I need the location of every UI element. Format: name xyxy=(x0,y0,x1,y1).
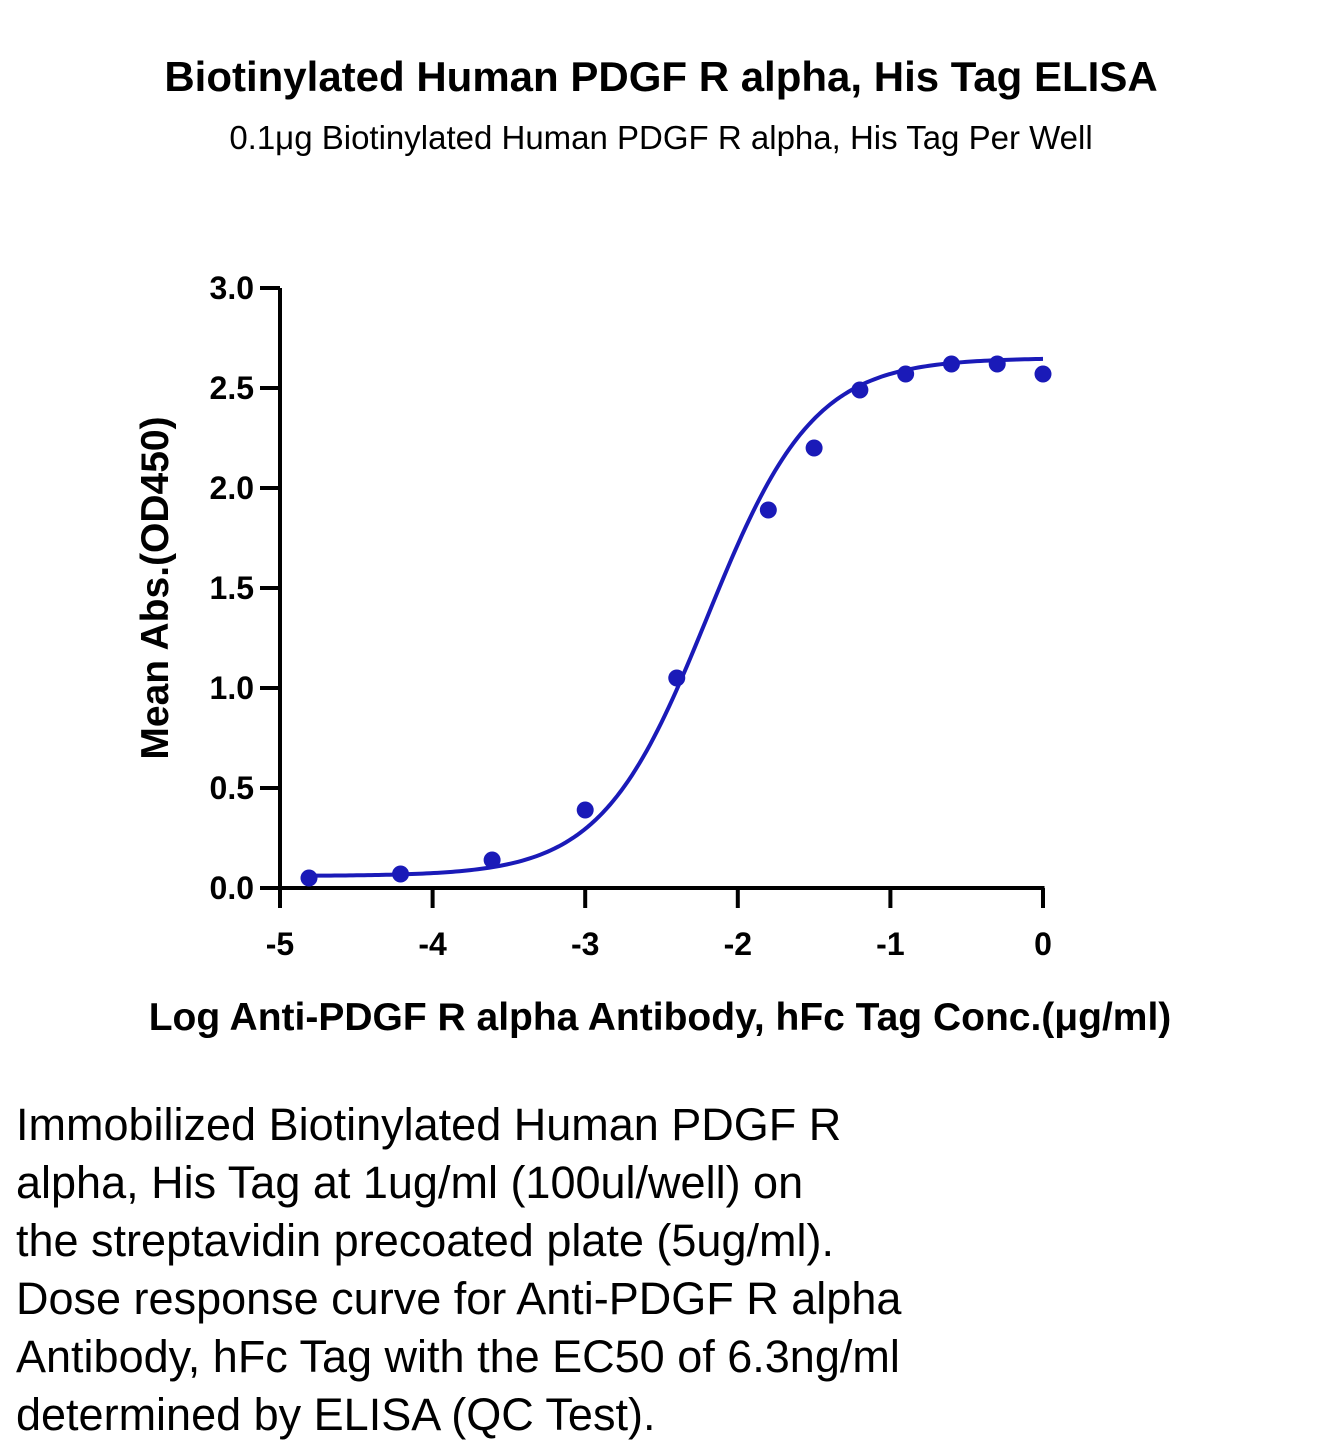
x-tick-label: -5 xyxy=(266,926,294,962)
y-tick-label: 1.0 xyxy=(210,670,254,706)
data-point xyxy=(300,869,318,887)
caption-line: Antibody, hFc Tag with the EC50 of 6.3ng… xyxy=(16,1331,900,1382)
data-point xyxy=(1034,365,1052,383)
figure-caption: Immobilized Biotinylated Human PDGF R alp… xyxy=(16,1096,1306,1444)
y-tick-label: 3.0 xyxy=(210,270,254,306)
y-tick-label: 1.5 xyxy=(210,570,254,606)
y-tick-label: 2.5 xyxy=(210,370,254,406)
data-points-layer xyxy=(300,355,1052,887)
y-tick-label: 0.5 xyxy=(210,770,254,806)
caption-line: alpha, His Tag at 1ug/ml (100ul/well) on xyxy=(16,1157,804,1208)
y-tick-label: 0.0 xyxy=(210,870,254,906)
caption-line: Immobilized Biotinylated Human PDGF R xyxy=(16,1099,842,1150)
fit-curve xyxy=(308,356,1044,878)
chart-subtitle: 0.1μg Biotinylated Human PDGF R alpha, H… xyxy=(229,119,1093,156)
data-point xyxy=(576,801,594,819)
chart-axes: 0.0 0.5 1.0 1.5 2.0 2.5 3.0 -5 -4 -3 -2 -1 0 xyxy=(210,270,1052,962)
fit-curve-layer xyxy=(308,356,1044,878)
data-point xyxy=(483,851,501,869)
data-point xyxy=(759,501,777,519)
caption-line: Dose response curve for Anti-PDGF R alph… xyxy=(16,1273,902,1324)
caption-line: the streptavidin precoated plate (5ug/ml… xyxy=(16,1215,834,1266)
elisa-chart: 0.0 0.5 1.0 1.5 2.0 2.5 3.0 -5 -4 -3 -2 -1 0 Mean Ab… xyxy=(134,270,1172,1039)
x-tick-label: -4 xyxy=(418,926,447,962)
x-axis-label: Log Anti-PDGF R alpha Antibody, hFc Tag … xyxy=(149,996,1172,1039)
data-point xyxy=(668,669,686,687)
y-tick-label: 2.0 xyxy=(210,470,254,506)
y-axis-label: Mean Abs.(OD450) xyxy=(134,416,177,759)
caption-line: determined by ELISA (QC Test). xyxy=(16,1389,656,1440)
chart-title: Biotinylated Human PDGF R alpha, His Tag… xyxy=(164,53,1158,100)
x-tick-label: -3 xyxy=(571,926,599,962)
x-tick-label: -1 xyxy=(876,926,904,962)
data-point xyxy=(897,365,915,383)
x-tick-label: -2 xyxy=(724,926,752,962)
data-point xyxy=(988,355,1006,373)
data-point xyxy=(942,355,960,373)
data-point xyxy=(392,865,410,883)
data-point xyxy=(805,439,823,457)
x-tick-label: 0 xyxy=(1034,926,1052,962)
data-point xyxy=(851,381,869,399)
